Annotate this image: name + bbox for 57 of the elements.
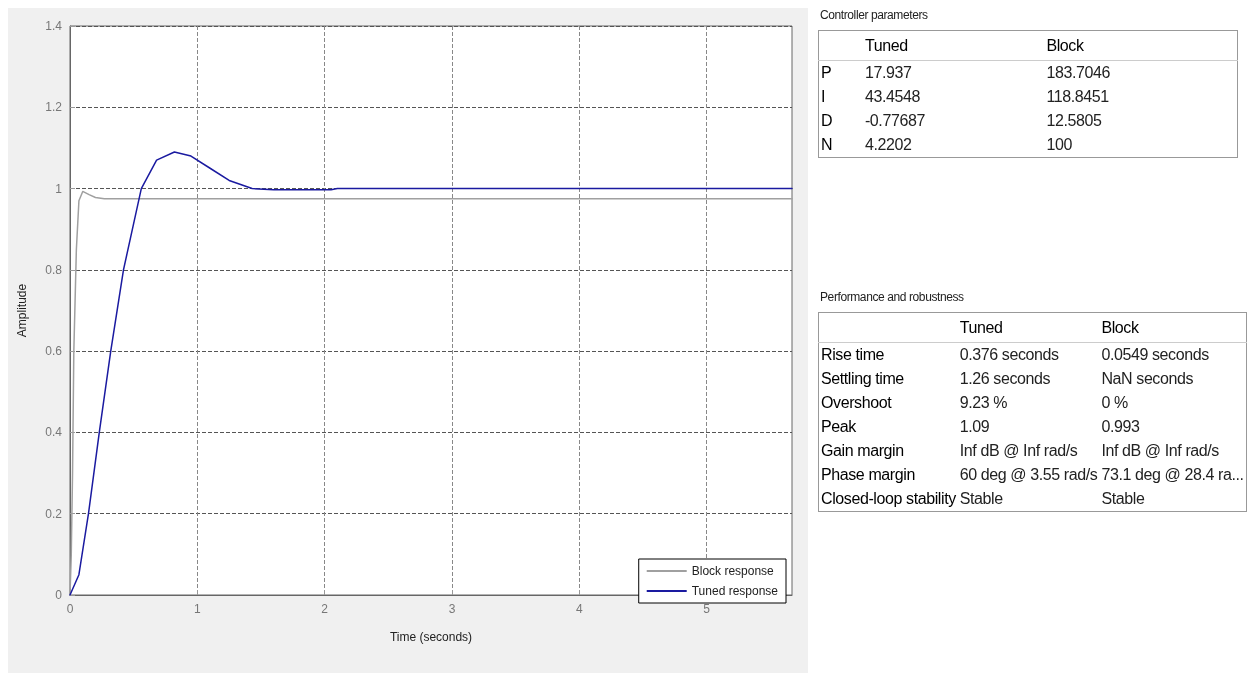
y-tick-label: 1 (55, 181, 63, 196)
y-axis-title: Amplitude (15, 283, 29, 338)
category-label: Phase margin (821, 466, 915, 483)
category-label: D (821, 112, 833, 129)
text: 0.376 seconds (959, 346, 1059, 363)
text: Inf dB @ Inf rad/s (959, 442, 1078, 459)
text: Stable (959, 490, 1003, 507)
category-label: Block (1044, 30, 1238, 61)
text: 1.26 seconds (959, 370, 1051, 387)
y-tick-label: 1.4 (45, 19, 63, 33)
x-tick-label: 1 (193, 602, 201, 616)
category-label: I (821, 88, 826, 105)
category-label: Tuned (862, 30, 1045, 61)
x-tick-label: 4 (576, 602, 583, 616)
legend-label: Block response (691, 564, 775, 578)
category-label: Overshoot (821, 394, 892, 411)
category-label: Tuned (957, 312, 1100, 343)
text: 9.23 % (959, 394, 1008, 411)
text: 12.5805 (1046, 112, 1102, 129)
text: 0.993 (1101, 418, 1140, 435)
text: 0 % (1101, 394, 1128, 411)
text: -0.77687 (864, 112, 925, 129)
y-tick-label: 0.4 (45, 425, 63, 440)
text: 17.937 (864, 64, 912, 81)
category-label: Rise time (821, 346, 885, 363)
y-tick-label: 0 (55, 588, 63, 602)
text: 73.1 deg @ 28.4 ra... (1101, 466, 1244, 483)
text: Stable (1101, 490, 1145, 507)
category-label: N (821, 136, 833, 153)
text: 0.0549 seconds (1101, 346, 1209, 363)
text: Controller parameters (820, 8, 929, 22)
text: 183.7046 (1046, 64, 1110, 81)
x-tick-label: 3 (448, 602, 456, 616)
y-tick-label: 1.2 (45, 100, 63, 115)
x-tick-label: 5 (703, 602, 711, 616)
text: 1.09 (959, 418, 990, 435)
text: 60 deg @ 3.55 rad/s (959, 466, 1098, 483)
text: 43.4548 (864, 88, 920, 105)
category-label: Closed-loop stability (821, 490, 956, 507)
text: 100 (1046, 136, 1072, 153)
text: NaN seconds (1101, 370, 1194, 387)
y-tick-label: 0.6 (45, 344, 63, 359)
y-tick-label: 0.2 (45, 506, 63, 521)
category-label: Peak (821, 418, 856, 435)
legend-label: Tuned response (691, 584, 779, 598)
category-label: Gain margin (821, 442, 904, 459)
text: 4.2202 (864, 136, 912, 153)
y-tick-label: 0.8 (45, 262, 63, 277)
category-label: P (821, 64, 832, 81)
x-tick-label: 2 (321, 602, 329, 616)
text: Performance and robustness (820, 290, 965, 304)
x-axis-title: Time (seconds) (389, 630, 473, 644)
x-tick-label: 0 (66, 602, 74, 616)
text: Inf dB @ Inf rad/s (1101, 442, 1219, 459)
category-label: Block (1099, 312, 1247, 343)
category-label: Settling time (821, 370, 904, 387)
text: 118.8451 (1046, 88, 1109, 105)
